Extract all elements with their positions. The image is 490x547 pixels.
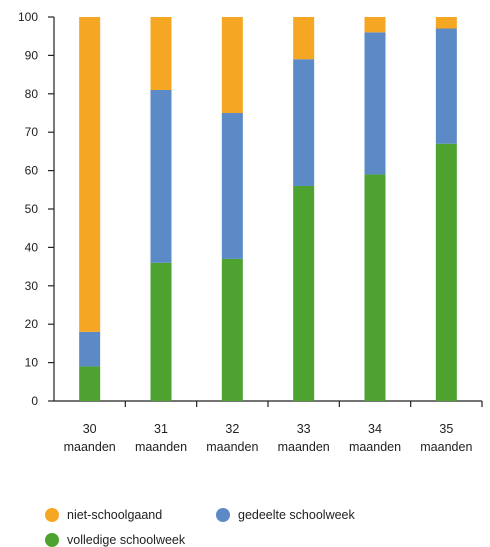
bar-segment-volledige-30 (79, 366, 101, 401)
y-tick-label: 30 (25, 279, 39, 293)
y-tick-label: 70 (25, 125, 39, 139)
x-axis (54, 400, 483, 407)
bar-segment-volledige-31 (150, 262, 172, 401)
x-category-unit-label: maanden (278, 440, 330, 454)
bar-segment-gedeelte-32 (221, 113, 243, 259)
bar-segment-gedeelte-31 (150, 89, 172, 263)
x-category-number-label: 32 (225, 422, 239, 436)
legend: niet-schoolgaand gedeelte schoolweek volle… (45, 508, 355, 547)
x-category-number-label: 34 (368, 422, 382, 436)
legend-label-niet: niet-schoolgaand (67, 508, 162, 522)
x-category-number-label: 30 (83, 422, 97, 436)
bar-segment-gedeelte-33 (293, 59, 315, 186)
y-tick-label: 80 (25, 87, 39, 101)
legend-label-volledige: volledige schoolweek (67, 533, 186, 547)
x-category-unit-label: maanden (349, 440, 401, 454)
y-tick-label: 50 (25, 202, 39, 216)
y-axis: 0 10 20 30 40 50 60 70 80 90 100 (18, 10, 55, 408)
category-labels: 30 maanden 31 maanden 32 maanden 33 maanden 34 ma… (64, 422, 473, 454)
y-tick-label: 10 (25, 356, 39, 370)
bar-segment-gedeelte-34 (364, 32, 386, 175)
x-category-number-label: 33 (297, 422, 311, 436)
bar-segment-niet-35 (435, 17, 457, 29)
bar-segment-volledige-32 (221, 258, 243, 401)
bar-segment-niet-33 (293, 17, 315, 60)
bar-segment-gedeelte-30 (79, 331, 101, 367)
bar-segment-volledige-33 (293, 185, 315, 401)
bar-segment-volledige-35 (435, 143, 457, 401)
y-tick-label: 100 (18, 10, 38, 24)
y-tick-label: 60 (25, 164, 39, 178)
y-tick-label: 40 (25, 240, 39, 254)
x-category-unit-label: maanden (135, 440, 187, 454)
legend-swatch-volledige (45, 533, 59, 547)
x-category-unit-label: maanden (420, 440, 472, 454)
x-category-unit-label: maanden (64, 440, 116, 454)
bar-segment-niet-34 (364, 17, 386, 33)
bar-segment-niet-30 (79, 17, 101, 332)
legend-swatch-gedeelte (216, 508, 230, 522)
x-category-number-label: 31 (154, 422, 168, 436)
y-tick-label: 20 (25, 317, 39, 331)
bar-segment-volledige-34 (364, 174, 386, 401)
bar-segment-gedeelte-35 (435, 28, 457, 144)
y-tick-label: 90 (25, 48, 39, 62)
legend-label-gedeelte: gedeelte schoolweek (238, 508, 355, 522)
y-tick-label: 0 (31, 394, 38, 408)
legend-swatch-niet (45, 508, 59, 522)
bar-segment-niet-31 (150, 17, 172, 90)
bars (79, 17, 457, 401)
x-category-unit-label: maanden (206, 440, 258, 454)
x-category-number-label: 35 (439, 422, 453, 436)
bar-segment-niet-32 (221, 17, 243, 113)
